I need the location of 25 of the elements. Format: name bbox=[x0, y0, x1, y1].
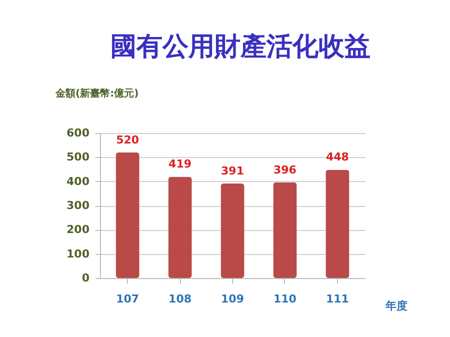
data-label: 448 bbox=[326, 150, 349, 164]
x-tick-label: 109 bbox=[221, 292, 244, 306]
bar bbox=[116, 152, 140, 278]
bar bbox=[326, 170, 350, 278]
data-label: 396 bbox=[273, 163, 297, 176]
bar bbox=[273, 182, 297, 278]
y-tick-label: 200 bbox=[66, 223, 90, 236]
x-tick-label: 110 bbox=[273, 292, 297, 306]
x-tick-label: 111 bbox=[326, 292, 349, 306]
y-axis-title: 金額(新臺幣:億元) bbox=[54, 88, 139, 100]
x-tick-label: 107 bbox=[116, 292, 140, 306]
y-tick-label: 500 bbox=[66, 150, 90, 164]
x-axis-title: 年度 bbox=[384, 300, 408, 312]
y-tick-label: 600 bbox=[66, 126, 90, 140]
y-tick-label: 100 bbox=[66, 247, 90, 260]
y-tick-label: 400 bbox=[66, 174, 90, 188]
bar bbox=[220, 184, 244, 278]
bar bbox=[168, 176, 192, 278]
x-tick-label: 108 bbox=[168, 292, 192, 306]
data-label: 520 bbox=[116, 133, 140, 146]
chart-title: 國有公用財產活化收益 bbox=[110, 32, 370, 62]
y-tick-label: 0 bbox=[82, 272, 90, 284]
data-label: 391 bbox=[221, 164, 244, 178]
data-label: 419 bbox=[168, 158, 192, 171]
y-tick-label: 300 bbox=[66, 199, 90, 212]
